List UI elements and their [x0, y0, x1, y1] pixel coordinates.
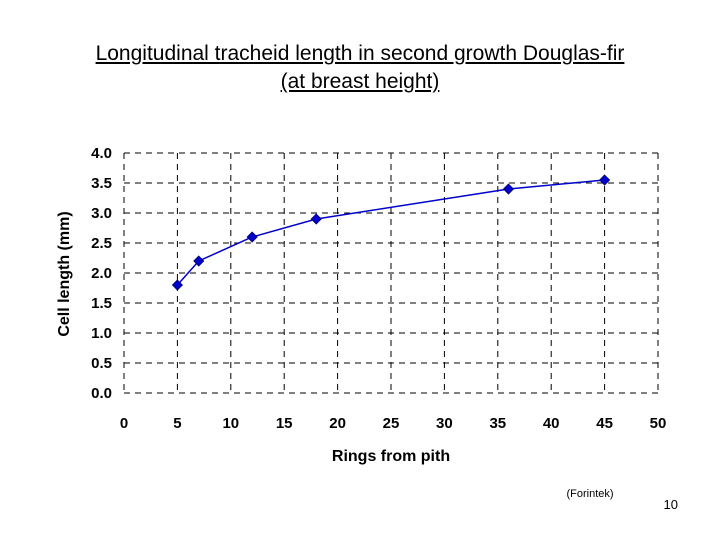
series-line [176, 179, 605, 286]
y-tick-label: 1.5 [91, 295, 112, 312]
x-tick-label: 10 [222, 415, 239, 432]
x-tick-label: 45 [596, 415, 613, 432]
y-axis-label: Cell length (mm) [56, 211, 73, 336]
data-point [246, 231, 258, 243]
data-point [310, 213, 322, 225]
y-tick-label: 0.0 [91, 385, 112, 402]
data-points [171, 174, 611, 291]
source-note: (Forintek) [566, 488, 614, 500]
y-tick-label: 2.0 [91, 265, 112, 282]
y-tick-label: 1.0 [91, 325, 112, 342]
grid-lines [123, 152, 659, 394]
x-tick-label: 20 [329, 415, 346, 432]
y-tick-label: 0.5 [91, 355, 112, 372]
x-tick-label: 0 [120, 415, 128, 432]
x-tick-label: 40 [543, 415, 560, 432]
data-point [599, 174, 611, 186]
title-line-1: Longitudinal tracheid length in second g… [95, 42, 625, 65]
chart-title: Longitudinal tracheid length in second g… [0, 40, 720, 96]
x-tick-label: 25 [383, 415, 400, 432]
x-tick-label: 15 [276, 415, 293, 432]
x-tick-label: 35 [489, 415, 506, 432]
x-axis-label: Rings from pith [332, 448, 450, 465]
y-tick-label: 2.5 [91, 235, 112, 252]
y-tick-labels: 0.0 0.5 1.0 1.5 2.0 2.5 3.0 3.5 4.0 [91, 145, 112, 402]
page-number: 10 [663, 497, 678, 512]
x-tick-labels: 0 5 10 15 20 25 30 35 40 45 50 [120, 415, 667, 432]
data-point [193, 255, 205, 267]
data-point [171, 279, 183, 291]
title-line-2: (at breast height) [280, 70, 440, 93]
y-tick-label: 3.0 [91, 205, 112, 222]
x-tick-label: 5 [173, 415, 181, 432]
x-tick-label: 30 [436, 415, 453, 432]
y-tick-label: 3.5 [91, 175, 112, 192]
y-tick-label: 4.0 [91, 145, 112, 162]
x-tick-label: 50 [650, 415, 667, 432]
data-point [502, 183, 515, 195]
